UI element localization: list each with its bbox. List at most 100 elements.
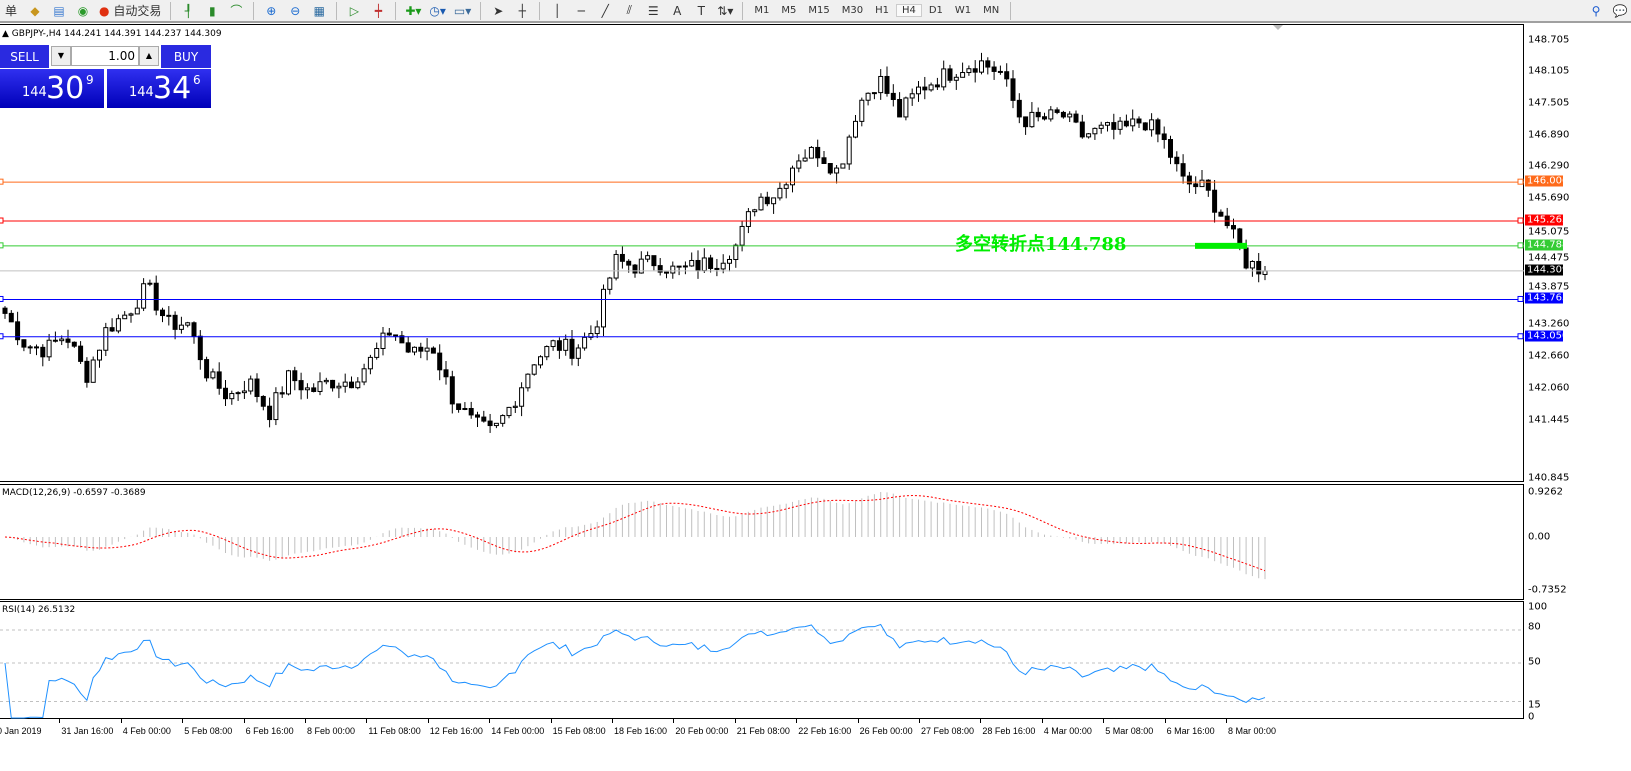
sell-button[interactable]: SELL: [0, 45, 49, 68]
crosshair-icon[interactable]: ┼: [518, 3, 526, 18]
candle-body: [273, 392, 279, 421]
candle-body: [512, 405, 518, 408]
horizontal-line-icon[interactable]: ─: [577, 3, 585, 18]
arrows-icon[interactable]: ⇅▾: [717, 3, 734, 18]
level-handle: [0, 333, 4, 340]
text-label-icon[interactable]: T: [697, 3, 705, 18]
cursor-icon[interactable]: ➤: [493, 3, 504, 18]
chart-shift-icon[interactable]: ┿: [374, 3, 382, 18]
level-handle: [0, 178, 4, 185]
macd-panel[interactable]: MACD(12,26,9) -0.6597 -0.3689: [0, 484, 1524, 600]
candle-body: [531, 364, 537, 375]
candle-body: [701, 257, 707, 272]
candle-body: [1168, 139, 1173, 158]
time-label: 6 Feb 16:00: [245, 726, 294, 736]
rsi-layer: [0, 623, 1524, 719]
volume-input[interactable]: [71, 46, 139, 66]
templates-icon[interactable]: ▭▾: [453, 3, 472, 18]
tf-w1[interactable]: W1: [954, 5, 972, 16]
candle-body: [34, 346, 39, 349]
volume-down-button[interactable]: ▼: [51, 46, 71, 66]
candle-body: [399, 335, 405, 344]
navigator-icon[interactable]: ▤: [53, 3, 65, 18]
candle-body: [103, 327, 109, 351]
one-click-trading-panel: SELL ▼ ▲ BUY 144 30 9 144 34 6: [0, 45, 211, 108]
time-tick: [1164, 719, 1166, 723]
rsi-tick: 0: [1528, 711, 1535, 723]
tf-d1[interactable]: D1: [928, 5, 943, 16]
price-chart[interactable]: ▲ GBPJPY-,H4 144.241 144.391 144.237 144…: [0, 24, 1524, 482]
buy-button[interactable]: BUY: [161, 45, 211, 68]
chat-icon[interactable]: 💬: [1612, 3, 1628, 18]
level-price-tag: 143.763: [1525, 292, 1569, 304]
time-label: 5 Mar 08:00: [1105, 726, 1154, 736]
candle-body: [1117, 120, 1123, 130]
fibonacci-icon[interactable]: ☰: [647, 3, 659, 18]
candle-body: [15, 321, 21, 341]
tf-m30[interactable]: M30: [841, 5, 864, 16]
sell-price-pip: 9: [86, 73, 94, 87]
candle-body: [109, 327, 115, 332]
candle-body: [997, 70, 1003, 73]
autotrade-button[interactable]: ● 自动交易: [96, 1, 164, 21]
signal-icon[interactable]: ◉: [77, 3, 89, 18]
candle-body: [1067, 113, 1073, 118]
candle-body: [739, 225, 745, 246]
buy-price[interactable]: 144 34 6: [107, 69, 211, 108]
candle-body: [909, 93, 915, 99]
candle-body: [424, 347, 430, 352]
candle-body: [1249, 260, 1255, 269]
volume-up-button[interactable]: ▲: [139, 46, 159, 66]
tf-h1[interactable]: H1: [875, 5, 889, 16]
candle-body: [802, 157, 808, 162]
zoom-in-icon[interactable]: ⊕: [266, 3, 277, 18]
candle-body: [771, 197, 777, 205]
time-tick: [734, 719, 736, 723]
rsi-panel[interactable]: RSI(14) 26.5132: [0, 601, 1524, 719]
candle-body: [853, 120, 858, 138]
candle-chart-icon[interactable]: ▮: [209, 3, 216, 18]
autoscroll-icon[interactable]: ▷: [349, 3, 359, 18]
candle-body: [210, 371, 216, 379]
search-icon[interactable]: ⚲: [1591, 3, 1601, 18]
indicators-icon[interactable]: ✚▾: [405, 3, 422, 18]
tile-windows-icon[interactable]: ▦: [313, 3, 325, 18]
candle-body: [594, 326, 600, 335]
time-tick: [1103, 719, 1105, 723]
tf-h4[interactable]: H4: [895, 4, 922, 17]
candle-body: [708, 257, 714, 269]
diamond-icon[interactable]: ◆: [30, 3, 40, 18]
candle-body: [462, 407, 468, 410]
candle-body: [216, 371, 222, 389]
candle-body: [27, 346, 33, 349]
zoom-out-icon[interactable]: ⊖: [290, 3, 301, 18]
equidistant-channel-icon[interactable]: ⫽: [626, 3, 632, 17]
sell-price[interactable]: 144 30 9: [0, 69, 104, 108]
candle-body: [834, 167, 840, 174]
line-chart-icon[interactable]: ⌒: [230, 4, 243, 18]
chart-shift-marker: [1273, 25, 1283, 30]
periods-icon[interactable]: ◷▾: [429, 3, 446, 18]
candle-body: [204, 359, 210, 379]
tf-m5[interactable]: M5: [781, 5, 797, 16]
vertical-line-icon[interactable]: │: [553, 3, 561, 18]
candle-body: [884, 75, 890, 94]
candle-body: [727, 258, 732, 264]
tf-m1[interactable]: M1: [754, 5, 770, 16]
candles-layer: [0, 25, 1524, 433]
menu-fragment[interactable]: 单: [4, 4, 17, 18]
candle-body: [21, 339, 27, 348]
tf-mn[interactable]: MN: [983, 5, 1000, 16]
text-icon[interactable]: A: [673, 3, 682, 18]
trendline-icon[interactable]: ╱: [601, 3, 609, 18]
candle-body: [575, 347, 581, 359]
bar-chart-icon[interactable]: ┦: [184, 3, 192, 18]
tf-m15[interactable]: M15: [808, 5, 830, 16]
rsi-label: RSI(14) 26.5132: [2, 605, 76, 615]
buy-price-big: 144: [129, 85, 154, 100]
buy-price-pip: 6: [193, 73, 201, 87]
rsi-line: [4, 623, 1266, 719]
candle-body: [475, 414, 480, 418]
price-tick: 144.475: [1528, 252, 1570, 264]
level-price-tag: 143.050: [1525, 330, 1569, 342]
